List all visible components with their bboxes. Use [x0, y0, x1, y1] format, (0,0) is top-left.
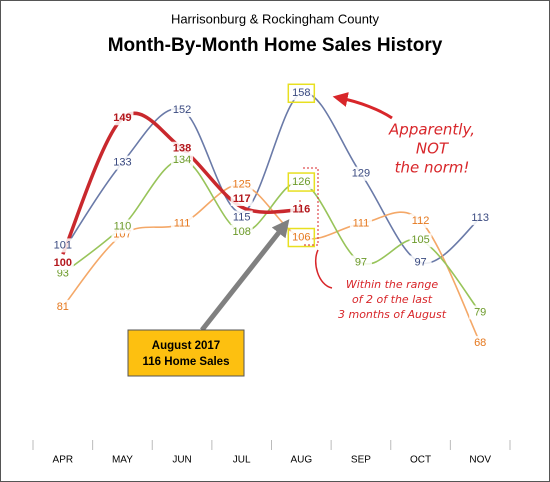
gray-arrow — [200, 219, 290, 332]
data-label: 158 — [292, 87, 310, 99]
data-label: 112 — [412, 215, 430, 227]
label-bg — [230, 192, 253, 207]
label-bg — [171, 102, 194, 117]
data-label: 113 — [471, 212, 489, 224]
label-bg — [290, 86, 313, 101]
data-label: 93 — [57, 267, 69, 279]
data-label: 108 — [233, 226, 251, 238]
data-label: 105 — [411, 234, 429, 246]
data-label: 97 — [355, 256, 367, 268]
data-label: 129 — [352, 168, 370, 180]
label-bg — [409, 213, 432, 228]
series-line — [61, 111, 302, 255]
label-bg — [230, 210, 253, 225]
callout-box — [127, 329, 245, 377]
callout: August 2017 — [152, 340, 220, 352]
x-tick-label: SEP — [351, 455, 371, 466]
callout: 116 Home Sales — [143, 356, 230, 368]
data-label: 97 — [414, 256, 426, 268]
label-bg — [171, 216, 194, 231]
label-bg — [51, 299, 74, 314]
highlight-box — [287, 172, 316, 192]
x-tick-label: JUL — [233, 455, 251, 466]
highlight-box — [287, 83, 316, 104]
bracket-tail — [314, 249, 333, 289]
data-label: 100 — [54, 257, 72, 269]
label-bg — [349, 216, 372, 231]
label-bg — [230, 177, 253, 192]
x-tick-label: AUG — [290, 455, 312, 466]
label-bg — [290, 230, 313, 245]
annotation: Apparently, — [388, 121, 475, 139]
data-label: 138 — [173, 143, 191, 155]
chart-subtitle: Harrisonburg & Rockingham County — [171, 11, 380, 26]
label-bg — [469, 211, 492, 226]
data-label: 149 — [113, 112, 131, 124]
data-label: 117 — [233, 193, 251, 205]
label-bg — [111, 155, 134, 170]
label-bg — [230, 224, 253, 239]
data-label: 106 — [292, 231, 310, 243]
annotation: 3 months of August — [338, 308, 447, 321]
data-label: 116 — [292, 204, 310, 216]
chart-title: Month-By-Month Home Sales History — [108, 35, 443, 56]
x-tick-label: JUN — [172, 455, 191, 466]
label-bg — [171, 152, 194, 167]
data-label: 101 — [54, 239, 72, 251]
data-label: 68 — [474, 337, 486, 349]
data-label: 133 — [113, 157, 131, 169]
series-line — [62, 92, 481, 265]
annotation: Within the range — [346, 278, 439, 291]
label-bg — [290, 202, 313, 217]
data-label: 110 — [114, 220, 132, 232]
label-bg — [349, 166, 372, 181]
label-bg — [409, 255, 432, 270]
data-label: 134 — [173, 154, 191, 166]
label-bg — [349, 255, 372, 270]
data-label: 115 — [233, 211, 251, 223]
x-tick-label: NOV — [469, 455, 491, 466]
red-arrow — [332, 92, 393, 120]
data-label: 111 — [353, 218, 370, 230]
label-bg — [51, 256, 74, 271]
label-bg — [469, 305, 492, 320]
label-bg — [51, 238, 74, 253]
label-bg — [111, 111, 134, 126]
bracket — [299, 167, 319, 246]
annotation: the norm! — [395, 159, 470, 177]
label-bg — [171, 141, 194, 156]
label-bg — [290, 175, 313, 190]
x-tick-label: OCT — [410, 455, 431, 466]
annotation: of 2 of the last — [352, 293, 433, 306]
label-bg — [111, 219, 134, 234]
x-tick-label: APR — [53, 455, 74, 466]
data-label: 81 — [57, 301, 69, 313]
x-tick-label: MAY — [112, 455, 133, 466]
label-bg — [469, 335, 492, 350]
data-label: 126 — [292, 176, 310, 188]
data-label: 125 — [233, 179, 251, 191]
annotation: NOT — [416, 140, 450, 158]
label-bg — [409, 233, 432, 248]
data-label: 111 — [174, 218, 191, 230]
data-label: 152 — [173, 104, 191, 116]
data-label: 79 — [474, 306, 486, 318]
